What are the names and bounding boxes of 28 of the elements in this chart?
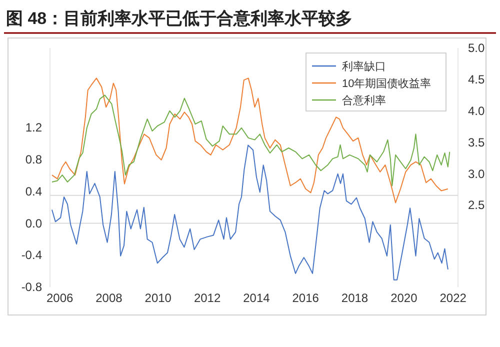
y-tick-label: 1.2 — [25, 120, 42, 135]
y-tick-label: -0.4 — [21, 248, 42, 262]
x-tick-label: 2014 — [243, 291, 270, 305]
y-tick-label: 0.8 — [25, 152, 42, 167]
line-series — [51, 78, 448, 204]
x-tick-label: 2020 — [390, 291, 418, 305]
y2-tick-label: 3.5 — [468, 135, 486, 150]
x-tick-label: 2008 — [96, 291, 123, 305]
y-tick-label: 0.4 — [25, 184, 42, 198]
x-tick-label: 2012 — [194, 291, 221, 305]
legend-label: 利率缺口 — [342, 60, 386, 73]
x-tick-label: 2022 — [440, 291, 467, 305]
x-tick-label: 2006 — [46, 291, 74, 305]
y2-tick-label: 2.5 — [468, 198, 486, 212]
chart-title: 图 48：目前利率水平已低于合意利率水平较多 — [6, 9, 353, 28]
y-tick-label: 0.0 — [25, 216, 42, 230]
legend-label: 10年期国债收益率 — [342, 77, 432, 90]
y2-tick-label: 4.0 — [468, 104, 486, 118]
y-tick-label: -0.8 — [21, 280, 42, 294]
line-series — [51, 144, 448, 280]
y2-tick-label: 4.5 — [468, 72, 486, 86]
x-tick-label: 2010 — [144, 291, 172, 305]
x-tick-label: 2018 — [341, 291, 368, 305]
y2-tick-label: 5.0 — [468, 41, 486, 55]
y2-tick-label: 3.0 — [468, 166, 486, 181]
x-tick-label: 2016 — [292, 291, 320, 305]
legend-label: 合意利率 — [342, 94, 386, 107]
line-series — [51, 94, 450, 186]
